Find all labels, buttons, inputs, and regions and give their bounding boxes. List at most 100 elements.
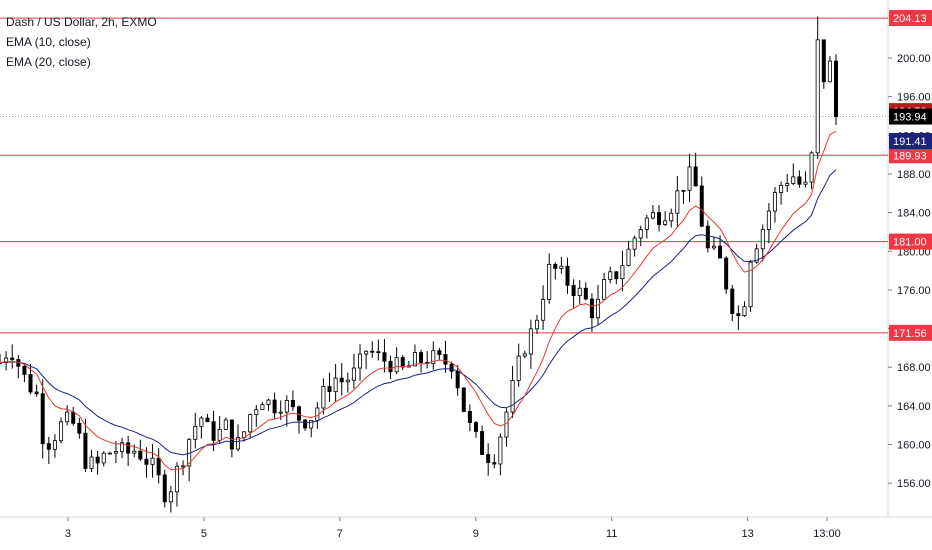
candle-body	[541, 299, 546, 321]
candle-body	[34, 391, 39, 395]
candle-body	[199, 417, 204, 427]
candle-body	[431, 350, 436, 365]
candle-body	[577, 287, 582, 297]
candle-body	[358, 353, 363, 369]
candle-body	[620, 265, 625, 280]
level-badge: 181.00	[893, 237, 927, 249]
candle-body	[211, 421, 216, 441]
price-badge: 191.41	[893, 136, 927, 148]
candle-body	[327, 386, 332, 393]
candle-body	[834, 60, 839, 117]
candle-body	[333, 377, 338, 393]
symbol-title: Dash / US Dollar, 2h, EXMO	[6, 15, 157, 29]
candle-body	[754, 248, 759, 263]
candle-body	[480, 431, 485, 455]
candle-body	[10, 357, 15, 360]
x-tick-label: 13:00	[813, 528, 841, 540]
candle-body	[632, 237, 637, 250]
y-tick-label: 168.00	[897, 362, 931, 374]
candle-body	[705, 225, 710, 249]
candle-body	[174, 465, 179, 493]
price-badge: 193.94	[893, 112, 927, 124]
candle-body	[113, 451, 118, 454]
candle-body	[827, 60, 832, 83]
candle-body	[681, 189, 686, 192]
candle-body	[455, 370, 460, 389]
candle-body	[144, 458, 149, 465]
candle-body	[772, 192, 777, 212]
candle-body	[193, 425, 198, 440]
y-tick-label: 180.00	[897, 246, 931, 258]
candle-body	[297, 406, 302, 421]
candle-body	[449, 363, 454, 372]
y-tick-label: 176.00	[897, 285, 931, 297]
candle-body	[223, 419, 228, 430]
ema20-line	[0, 169, 837, 456]
x-tick-label: 7	[337, 528, 343, 540]
candle-body	[473, 422, 478, 432]
candle-body	[89, 456, 94, 469]
candle-body	[52, 440, 57, 450]
candle-body	[602, 279, 607, 300]
y-tick-label: 164.00	[897, 401, 931, 413]
candle-body	[126, 442, 131, 454]
level-badge: 171.56	[893, 328, 927, 340]
candle-body	[443, 354, 448, 365]
candle-body	[760, 229, 765, 250]
x-tick-label: 5	[201, 528, 207, 540]
candle-body	[181, 465, 186, 468]
candle-body	[766, 210, 771, 230]
candle-body	[809, 152, 814, 183]
candle-body	[693, 166, 698, 187]
candle-body	[71, 411, 76, 424]
candle-body	[272, 399, 277, 414]
candle-body	[742, 306, 747, 316]
x-tick-label: 9	[473, 528, 479, 540]
candle-body	[687, 166, 692, 191]
x-tick-label: 3	[65, 528, 71, 540]
candle-body	[168, 491, 173, 503]
candle-body	[229, 419, 234, 450]
candle-body	[412, 352, 417, 367]
candle-body	[534, 319, 539, 330]
candle-body	[376, 351, 381, 354]
candle-body	[559, 265, 564, 269]
candle-body	[419, 352, 424, 363]
candle-body	[779, 184, 784, 193]
candle-body	[510, 380, 515, 413]
candle-body	[156, 457, 161, 476]
candle-body	[675, 190, 680, 214]
x-tick-label: 13	[742, 528, 754, 540]
candle-body	[657, 212, 662, 225]
candle-body	[644, 217, 649, 230]
candle-body	[205, 417, 210, 423]
candle-body	[351, 367, 356, 381]
candle-body	[608, 271, 613, 280]
candle-body	[583, 287, 588, 300]
candle-body	[797, 176, 802, 185]
candle-body	[730, 288, 735, 314]
level-badge-bg	[889, 324, 932, 341]
candle-body	[492, 462, 497, 465]
candle-body	[46, 443, 51, 450]
candle-body	[803, 181, 808, 185]
y-tick-label: 160.00	[897, 440, 931, 452]
y-tick-label: 188.00	[897, 169, 931, 181]
candle-body	[107, 452, 112, 455]
candle-body	[663, 220, 668, 225]
candle-body	[65, 411, 70, 423]
price-badge-bg	[889, 132, 932, 149]
candle-body	[77, 422, 82, 434]
candle-body	[718, 245, 723, 259]
level-badge-bg	[889, 233, 932, 250]
candle-body	[83, 432, 88, 469]
candle-body	[370, 350, 375, 353]
candle-body	[498, 436, 503, 465]
candle-body	[120, 442, 125, 452]
candle-body	[150, 457, 155, 465]
candle-body	[278, 411, 283, 414]
candle-body	[724, 257, 729, 290]
candle-body	[589, 298, 594, 319]
level-badge: 204.13	[893, 13, 927, 25]
